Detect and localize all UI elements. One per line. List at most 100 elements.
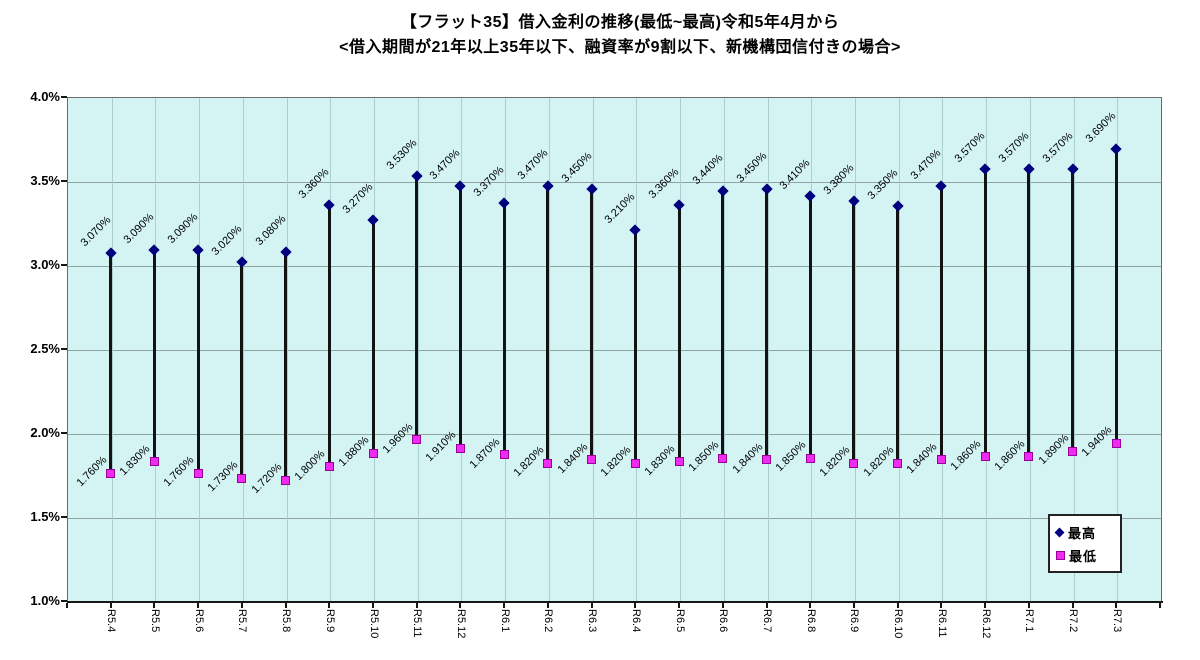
x-tick-mark xyxy=(328,603,331,608)
hi-lo-bar xyxy=(458,186,462,449)
min-marker xyxy=(324,462,334,472)
v-gridline xyxy=(986,98,988,602)
x-axis-label: R7.2 xyxy=(1067,609,1080,633)
x-tick-mark xyxy=(284,603,287,608)
x-tick-mark xyxy=(459,603,462,608)
hi-lo-bar xyxy=(939,186,943,460)
x-tick-mark xyxy=(503,603,506,608)
x-axis-label: R5.10 xyxy=(367,609,380,639)
y-tick-label: 4.0% xyxy=(30,89,60,104)
x-axis-label: R6.10 xyxy=(892,609,905,639)
v-gridline xyxy=(461,98,463,602)
hi-lo-bar xyxy=(1027,169,1031,457)
h-gridline xyxy=(68,434,1161,435)
v-gridline xyxy=(592,98,594,602)
x-axis-label: R5.8 xyxy=(280,609,293,633)
hi-lo-bar xyxy=(633,229,637,464)
v-gridline xyxy=(854,98,856,602)
hi-lo-bar xyxy=(109,253,113,474)
x-axis-label: R5.11 xyxy=(411,609,424,638)
y-tick-label: 3.0% xyxy=(30,257,60,272)
min-marker xyxy=(543,458,553,468)
y-tick-label: 3.5% xyxy=(30,173,60,188)
y-tick-mark xyxy=(61,348,67,350)
y-tick-mark xyxy=(61,432,67,434)
x-axis-label: R6.11 xyxy=(935,609,948,638)
hi-lo-bar xyxy=(765,189,769,460)
x-tick-mark xyxy=(590,603,593,608)
v-gridline xyxy=(767,98,769,602)
min-marker xyxy=(936,455,946,465)
x-axis-label: R5.6 xyxy=(192,609,205,633)
x-axis-label: R6.12 xyxy=(979,609,992,639)
x-axis-label: R6.4 xyxy=(629,609,642,633)
min-marker xyxy=(674,457,684,467)
chart-subtitle: <借入期間が21年以上35年以下、融資率が9割以下、新機構団信付きの場合> xyxy=(339,39,901,56)
y-tick-mark xyxy=(61,96,67,98)
x-axis-label: R7.3 xyxy=(1110,609,1123,633)
x-tick-mark xyxy=(1027,603,1030,608)
v-gridline xyxy=(155,98,157,602)
chart-title: 【フラット35】借入金利の推移(最低~最高)令和5年4月から xyxy=(400,14,840,31)
x-tick-mark xyxy=(634,603,637,608)
min-marker xyxy=(1111,438,1121,448)
legend-item-max: 最高 xyxy=(1054,521,1116,544)
h-gridline xyxy=(68,266,1161,267)
hi-lo-bar xyxy=(852,201,856,464)
min-marker xyxy=(630,458,640,468)
y-tick-mark xyxy=(61,264,67,266)
x-tick-mark xyxy=(109,603,112,608)
min-marker xyxy=(281,475,291,485)
x-axis-label: R6.8 xyxy=(804,609,817,633)
hi-lo-bar xyxy=(502,202,506,455)
x-axis-label: R6.5 xyxy=(673,609,686,633)
x-tick-mark xyxy=(372,603,375,608)
min-marker xyxy=(762,455,772,465)
hi-lo-bar xyxy=(721,191,725,459)
x-axis-label: R6.3 xyxy=(586,609,599,633)
x-axis-line xyxy=(67,601,1163,603)
min-marker xyxy=(1024,452,1034,462)
hi-lo-bar xyxy=(1071,169,1075,452)
hi-lo-bar xyxy=(677,204,681,462)
v-gridline xyxy=(330,98,332,602)
hi-lo-bar xyxy=(196,249,200,474)
x-tick-mark xyxy=(66,603,68,608)
v-gridline xyxy=(942,98,944,602)
hi-lo-bar xyxy=(896,206,900,464)
v-gridline xyxy=(505,98,507,602)
max-diamond-icon xyxy=(1054,527,1065,538)
hi-lo-bar xyxy=(327,204,331,467)
x-axis-label: R5.9 xyxy=(323,609,336,633)
x-tick-mark xyxy=(153,603,156,608)
x-tick-mark xyxy=(1071,603,1074,608)
y-tick-label: 2.5% xyxy=(30,341,60,356)
hi-lo-bar xyxy=(590,189,594,460)
x-axis-label: R6.9 xyxy=(848,609,861,633)
min-marker xyxy=(893,458,903,468)
v-gridline xyxy=(1073,98,1075,602)
min-square-icon xyxy=(1056,551,1065,560)
min-marker xyxy=(499,450,509,460)
min-marker xyxy=(587,455,597,465)
min-marker xyxy=(412,435,422,445)
plot-area xyxy=(67,97,1162,603)
min-marker xyxy=(455,443,465,453)
x-tick-mark xyxy=(721,603,724,608)
x-tick-mark xyxy=(415,603,418,608)
x-axis-label: R5.12 xyxy=(454,609,467,639)
hi-lo-bar xyxy=(152,249,156,462)
min-marker xyxy=(718,453,728,463)
x-tick-mark xyxy=(1159,603,1161,608)
legend-min-label: 最低 xyxy=(1069,549,1098,564)
x-axis-label: R5.5 xyxy=(148,609,161,633)
hi-lo-bar xyxy=(284,251,288,481)
x-tick-mark xyxy=(197,603,200,608)
x-axis-label: R6.6 xyxy=(717,609,730,633)
v-gridline xyxy=(898,98,900,602)
x-axis-label: R6.2 xyxy=(542,609,555,633)
x-axis-label: R7.1 xyxy=(1023,609,1036,633)
v-gridline xyxy=(680,98,682,602)
min-marker xyxy=(805,453,815,463)
min-marker xyxy=(368,448,378,458)
